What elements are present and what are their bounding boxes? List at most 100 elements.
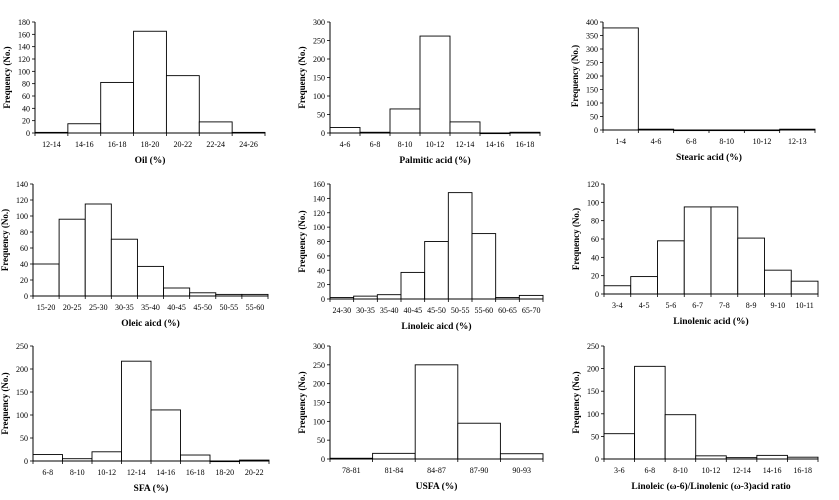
y-tick-label: 40 <box>20 260 28 269</box>
x-tick-label: 20-22 <box>174 140 193 149</box>
histogram-bar <box>683 206 712 295</box>
y-tick-label: 160 <box>313 180 325 189</box>
histogram-panel: 0 20 40 60 80 100 120 3-4 4-5 5-6 6-7 7-8 8-9 9-10 10-… <box>571 180 819 327</box>
y-axis-title: Frequency (No.) <box>571 371 581 433</box>
y-tick-label: 120 <box>587 180 599 189</box>
x-tick-label: 8-10 <box>70 468 85 477</box>
x-tick-label: 6-8 <box>645 466 656 475</box>
x-axis-title: Linoleic (ω-6)/Linolenic (ω-3)acid ratio <box>631 481 791 492</box>
y-tick-label: 200 <box>587 365 599 374</box>
histogram-panel: 0 50 100 150 200 250 3-6 6-8 8-10 10-12 12-14 14-16… <box>571 342 819 492</box>
y-tick-label: 40 <box>591 253 599 262</box>
y-tick-label: 80 <box>317 238 325 247</box>
x-tick-label: 35-40 <box>141 303 160 312</box>
y-tick-label: 0 <box>321 129 325 138</box>
y-tick-label: 60 <box>317 252 325 261</box>
x-tick-label: 16-18 <box>793 466 812 475</box>
x-axis-title: Linoleic aicd (%) <box>401 321 471 332</box>
y-tick-label: 20 <box>22 117 30 126</box>
y-tick-label: 200 <box>313 55 325 64</box>
histogram-bar <box>471 233 497 300</box>
y-tick-label: 250 <box>586 59 598 68</box>
y-axis-title: Frequency (No.) <box>0 372 10 434</box>
histogram-bar <box>32 454 63 462</box>
x-axis-title: Palmitic acid (%) <box>399 155 470 166</box>
y-tick-label: 250 <box>313 361 325 370</box>
x-axis-title: USFA (%) <box>416 481 458 492</box>
y-tick-label: 120 <box>313 209 325 218</box>
histogram-bar <box>657 240 685 295</box>
histogram-panel: 0 20 40 60 80 100 120 140 160 24-30 30-35 35-40 40-4… <box>297 180 544 332</box>
x-tick-label: 65-70 <box>522 306 541 315</box>
x-tick-label: 8-10 <box>673 466 688 475</box>
x-tick-label: 45-50 <box>193 303 212 312</box>
y-axis-title: Frequency (No.) <box>297 371 307 433</box>
x-tick-label: 9-10 <box>771 301 786 310</box>
histogram-bar <box>150 409 181 462</box>
x-axis-title: SFA (%) <box>134 483 169 494</box>
histogram-bar <box>603 285 632 295</box>
y-axis-title: Frequency (No.) <box>571 208 581 270</box>
x-tick-label: 45-50 <box>427 306 446 315</box>
y-tick-label: 40 <box>22 104 30 113</box>
y-tick-label: 50 <box>317 436 325 445</box>
x-tick-label: 14-16 <box>763 466 782 475</box>
y-tick-label: 160 <box>18 30 30 39</box>
histogram-panel: 0 50 100 150 200 250 300 4-6 6-8 8-10 10-12 12-14 14… <box>297 18 541 166</box>
histogram-bar <box>664 414 697 460</box>
y-tick-label: 0 <box>595 455 599 464</box>
y-tick-label: 150 <box>16 388 28 397</box>
x-tick-label: 20-22 <box>245 468 264 477</box>
histogram-bar <box>737 237 765 295</box>
y-tick-label: 300 <box>313 342 325 351</box>
y-tick-label: 140 <box>16 180 28 189</box>
x-tick-label: 18-20 <box>141 140 160 149</box>
histogram-bar <box>414 364 459 460</box>
histogram-bar <box>91 451 122 462</box>
y-tick-label: 400 <box>586 18 598 27</box>
x-tick-label: 18-20 <box>215 468 234 477</box>
y-tick-label: 100 <box>313 92 325 101</box>
x-tick-label: 4-5 <box>639 301 650 310</box>
y-tick-label: 180 <box>18 18 30 27</box>
histogram-bar <box>419 35 451 134</box>
x-axis-title: Linolenic acid (%) <box>673 316 748 327</box>
histogram-panel: 0 20 40 60 80 100 120 140 15-20 20-25 25-30 30-35 35… <box>0 180 269 329</box>
histogram-bar <box>602 27 639 131</box>
x-tick-label: 6-8 <box>42 468 53 477</box>
y-tick-label: 100 <box>586 99 598 108</box>
x-tick-label: 50-55 <box>451 306 470 315</box>
y-tick-label: 20 <box>317 281 325 290</box>
y-tick-label: 140 <box>313 194 325 203</box>
x-tick-label: 30-35 <box>115 303 134 312</box>
x-tick-label: 7-8 <box>719 301 730 310</box>
histogram-panel: 0 50 100 150 200 250 6-8 8-10 10-12 12-14 14-16 16-… <box>0 342 270 494</box>
histogram-bar <box>764 269 792 295</box>
y-tick-label: 20 <box>591 272 599 281</box>
y-tick-label: 300 <box>586 45 598 54</box>
histogram-bar <box>710 206 739 295</box>
histogram-bar <box>163 287 191 297</box>
x-tick-label: 10-12 <box>426 140 445 149</box>
y-tick-label: 100 <box>587 198 599 207</box>
y-tick-label: 50 <box>591 432 599 441</box>
y-tick-label: 0 <box>321 455 325 464</box>
y-tick-label: 50 <box>20 434 28 443</box>
x-tick-label: 60-65 <box>498 306 517 315</box>
y-tick-label: 0 <box>24 457 28 466</box>
x-tick-label: 12-14 <box>42 140 61 149</box>
y-tick-label: 100 <box>18 67 30 76</box>
x-tick-label: 14-16 <box>486 140 505 149</box>
histogram-bar <box>756 454 788 460</box>
y-tick-label: 100 <box>313 417 325 426</box>
y-tick-label: 20 <box>20 276 28 285</box>
histogram-bar <box>376 294 402 300</box>
x-tick-label: 24-26 <box>239 140 258 149</box>
y-tick-label: 60 <box>22 92 30 101</box>
histogram-bar <box>165 75 200 134</box>
x-tick-label: 6-7 <box>692 301 703 310</box>
x-tick-label: 40-45 <box>403 306 422 315</box>
histogram-bar <box>198 121 233 134</box>
y-axis-title: Frequency (No.) <box>297 210 307 272</box>
x-tick-label: 55-60 <box>246 303 265 312</box>
